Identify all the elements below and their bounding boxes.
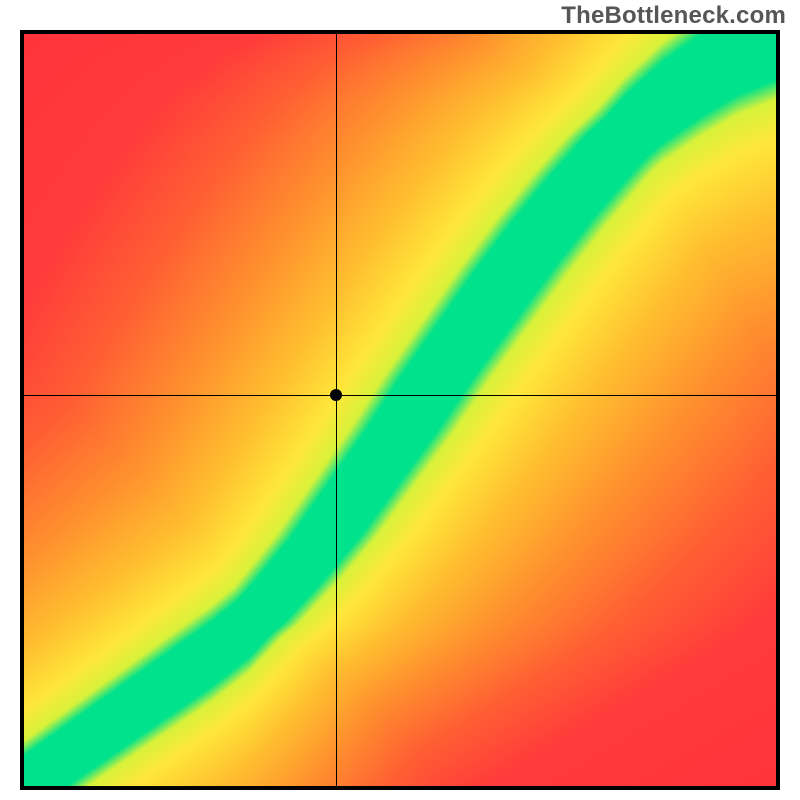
watermark-text: TheBottleneck.com [561, 2, 786, 30]
crosshair-vertical [336, 34, 337, 786]
plot-frame [20, 30, 780, 790]
chart-root: { "watermark": { "text": "TheBottleneck.… [0, 0, 800, 800]
crosshair-horizontal [24, 395, 776, 396]
bottleneck-heatmap [24, 34, 776, 786]
data-point-marker [330, 389, 342, 401]
